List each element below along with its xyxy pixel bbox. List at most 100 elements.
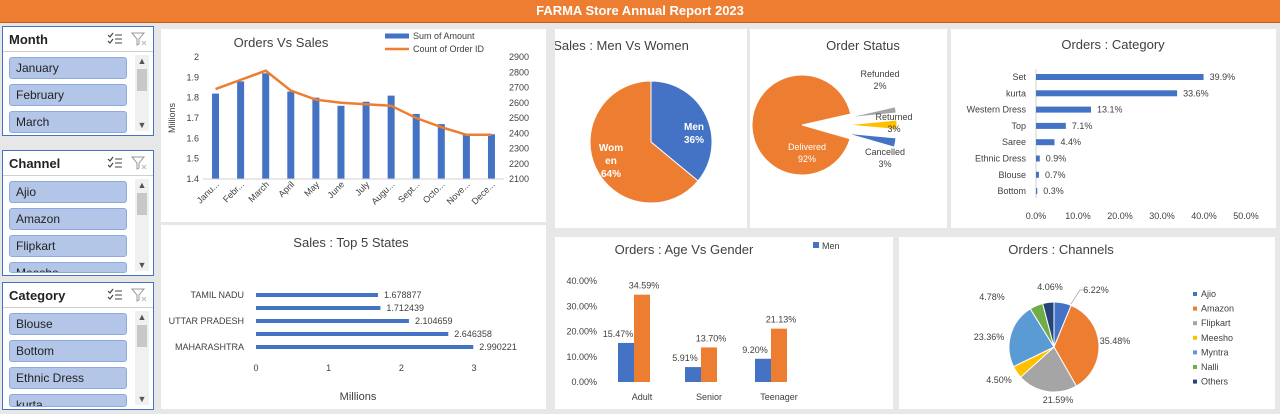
scroll-thumb[interactable] [137, 193, 147, 215]
y2-tick-label: 2300 [509, 144, 529, 154]
category-label-blouse: Blouse [998, 170, 1026, 180]
category-slicer: Category Blouse Bottom Ethnic Dress kurta ▲ ▼ [2, 282, 154, 410]
legend-swatch-myntra [1193, 350, 1197, 355]
y-tick-label: 1.4 [186, 174, 199, 184]
scroll-thumb[interactable] [137, 69, 147, 91]
bar-state-1 [256, 306, 381, 310]
slicer-item-january[interactable]: January [9, 57, 127, 79]
order-status-panel: Order Status Delivered 92% Refunded 2% Return… [750, 29, 947, 228]
legend-swatch-others [1193, 379, 1197, 384]
y2-tick-label: 2700 [509, 83, 529, 93]
scroll-down-icon[interactable]: ▼ [137, 260, 147, 270]
bar-october [437, 124, 445, 179]
slicer-scrollbar[interactable]: ▲ ▼ [135, 311, 149, 405]
x-tick-label-adult: Adult [632, 392, 653, 402]
bar-value-label: 2.990221 [479, 342, 517, 352]
slicer-item-ethnic-dress[interactable]: Ethnic Dress [9, 367, 127, 389]
pie-label-refunded: 2% [873, 81, 886, 91]
slicer-title: Category [9, 287, 66, 303]
scroll-up-icon[interactable]: ▲ [137, 180, 147, 190]
slicer-scrollbar[interactable]: ▲ ▼ [135, 55, 149, 131]
chart-title: Orders : Channels [1008, 242, 1114, 257]
legend-label-meesho: Meesho [1201, 333, 1233, 343]
bar-july [362, 101, 370, 179]
multi-select-icon[interactable] [107, 288, 123, 302]
bar-value-label: 2.104659 [415, 316, 453, 326]
x-tick-label: 10.0% [1065, 211, 1091, 221]
bar-top [1036, 122, 1066, 129]
state-label-uttar-pradesh: UTTAR PRADESH [169, 316, 244, 326]
bar-state-2 [256, 319, 409, 323]
channel-slicer: Channel Ajio Amazon Flipkart Meesho ▲ ▼ [2, 150, 154, 276]
channel-slicer-header: Channel [3, 151, 153, 176]
slicer-item-amazon[interactable]: Amazon [9, 208, 127, 230]
legend-label-flipkart: Flipkart [1201, 318, 1231, 328]
bar-value-label: 13.70% [696, 333, 727, 343]
bar-adult-0 [618, 342, 634, 382]
scroll-down-icon[interactable]: ▼ [137, 394, 147, 404]
legend-swatch-flipkart [1193, 321, 1197, 326]
scroll-down-icon[interactable]: ▼ [137, 120, 147, 130]
scroll-up-icon[interactable]: ▲ [137, 312, 147, 322]
pie-label-men: Men [684, 122, 704, 133]
legend-label-men: Men [822, 241, 840, 251]
slicer-item-blouse[interactable]: Blouse [9, 313, 127, 335]
y-axis-label: Millions [167, 103, 177, 134]
legend-label-nalli: Nalli [1201, 362, 1219, 372]
pie-value-label-flipkart: 21.59% [1043, 395, 1074, 405]
scroll-up-icon[interactable]: ▲ [137, 56, 147, 66]
multi-select-icon[interactable] [107, 32, 123, 46]
slicer-scrollbar[interactable]: ▲ ▼ [135, 179, 149, 271]
slicer-item-march[interactable]: March [9, 111, 127, 133]
legend-swatch-meesho [1193, 335, 1197, 340]
orders-category-panel: Orders : Category Set 39.9% kurta 33.6% Weste… [951, 29, 1276, 228]
pie-slice-delivered [751, 74, 852, 176]
y-tick-label: 1.9 [186, 72, 199, 82]
legend-swatch-ajio [1193, 292, 1197, 296]
bar-state-0 [256, 293, 378, 297]
bar-set [1036, 74, 1204, 80]
x-tick-label: 30.0% [1149, 211, 1175, 221]
x-tick-label: 50.0% [1233, 211, 1259, 221]
legend-swatch-nalli [1193, 365, 1197, 369]
pie-label-cancelled: Cancelled [865, 147, 905, 157]
orders-channels-panel: Orders : Channels 6.22% 35.48% 21.59% 4.50% 2… [899, 237, 1275, 409]
bar-value-label: 1.678877 [384, 290, 422, 300]
y-tick-label: 1.7 [186, 113, 199, 123]
bar-january [212, 93, 220, 179]
slicer-item-february[interactable]: February [9, 84, 127, 106]
bar-state-4 [256, 345, 474, 349]
clear-filter-icon[interactable] [131, 32, 147, 46]
scroll-thumb[interactable] [137, 325, 147, 347]
pie-label-men: 36% [684, 135, 704, 146]
slicer-item-meesho[interactable]: Meesho [9, 262, 127, 273]
chart-title: Orders : Category [1061, 37, 1165, 52]
pie-slice-others [1042, 301, 1055, 348]
x-tick-label-september: Sept... [396, 179, 421, 204]
chart-title: Order Status [826, 38, 900, 53]
pie-slice-returned [846, 119, 898, 130]
slicer-item-flipkart[interactable]: Flipkart [9, 235, 127, 257]
bar-teenager-1 [771, 328, 787, 382]
slicer-item-ajio[interactable]: Ajio [9, 181, 127, 203]
pie-label-returned: 3% [887, 124, 900, 134]
chart-title: Orders : Age Vs Gender [615, 242, 754, 257]
y2-tick-label: 2800 [509, 67, 529, 77]
y-tick-label: 30.00% [566, 301, 597, 311]
x-tick-label: 20.0% [1107, 211, 1133, 221]
x-tick-label-august: Augu... [369, 179, 396, 206]
slicer-item-bottom[interactable]: Bottom [9, 340, 127, 362]
x-tick-label: 0.0% [1026, 211, 1047, 221]
pie-label-women: 64% [601, 169, 621, 180]
y2-tick-label: 2600 [509, 98, 529, 108]
month-slicer-header: Month [3, 27, 153, 52]
bar-value-label: 0.3% [1043, 186, 1064, 196]
multi-select-icon[interactable] [107, 156, 123, 170]
slicer-item-kurta[interactable]: kurta [9, 394, 127, 407]
bar-december [487, 134, 495, 179]
bar-senior-0 [685, 367, 701, 382]
bar-march [262, 73, 270, 179]
bar-kurta [1036, 90, 1178, 97]
clear-filter-icon[interactable] [131, 156, 147, 170]
clear-filter-icon[interactable] [131, 288, 147, 302]
